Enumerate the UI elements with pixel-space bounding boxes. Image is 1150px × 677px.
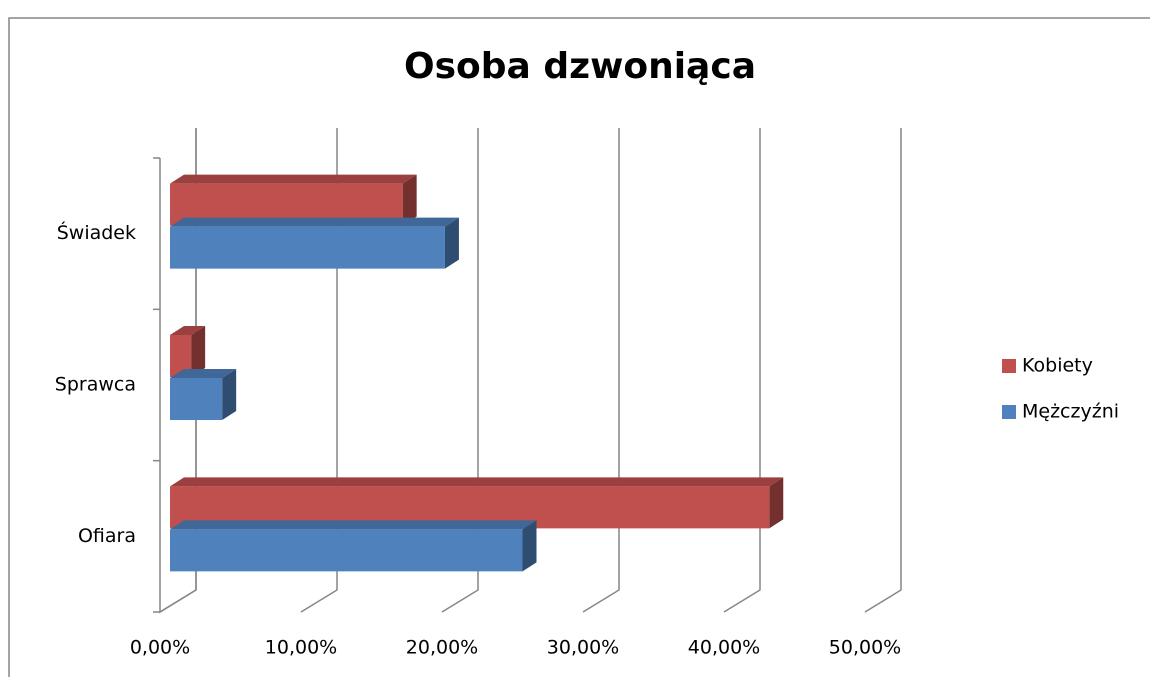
bar-front [170,183,403,226]
bar [170,326,206,377]
bar [170,520,537,572]
x-tick-label: 40,00% [688,637,760,659]
y-tick-label: Świadek [57,220,136,244]
bar [170,369,237,420]
legend-label: Kobiety [1022,355,1093,377]
y-tick-label: Sprawca [55,374,136,396]
legend-swatch [1002,359,1016,373]
bar-front [170,226,445,269]
grid-line [723,128,761,613]
bar-side [444,217,459,269]
grid-line [300,128,338,613]
bar-front [170,335,192,377]
bar-side [769,477,784,529]
grid-line [864,128,902,613]
x-tick-label: 10,00% [265,637,337,659]
bar-side [522,520,537,572]
bar-top [170,217,459,227]
grid-line [441,128,479,613]
bar [170,477,784,529]
legend-label: Mężczyźni [1022,401,1119,423]
x-tick-label: 50,00% [829,637,901,659]
bar-side [222,369,237,420]
chart-title: Osoba dzwoniąca [404,46,756,87]
y-tick-label: Ofiara [78,525,136,547]
x-tick-label: 20,00% [406,637,478,659]
grid-line [159,128,197,613]
bar [170,217,459,269]
bar-front [170,529,523,572]
bar [170,174,417,226]
legend-swatch [1002,405,1016,419]
bar-side [191,326,206,377]
chart-frame [8,17,1150,677]
bar-top [170,369,237,378]
bar-front [170,486,770,529]
x-tick-label: 0,00% [130,637,190,659]
bar-top [170,326,206,335]
bar-top [170,520,537,530]
bar-top [170,174,417,184]
bar-front [170,378,223,420]
bar-top [170,477,784,487]
bar-side [402,174,417,226]
grid-line [582,128,620,613]
x-tick-label: 30,00% [547,637,619,659]
